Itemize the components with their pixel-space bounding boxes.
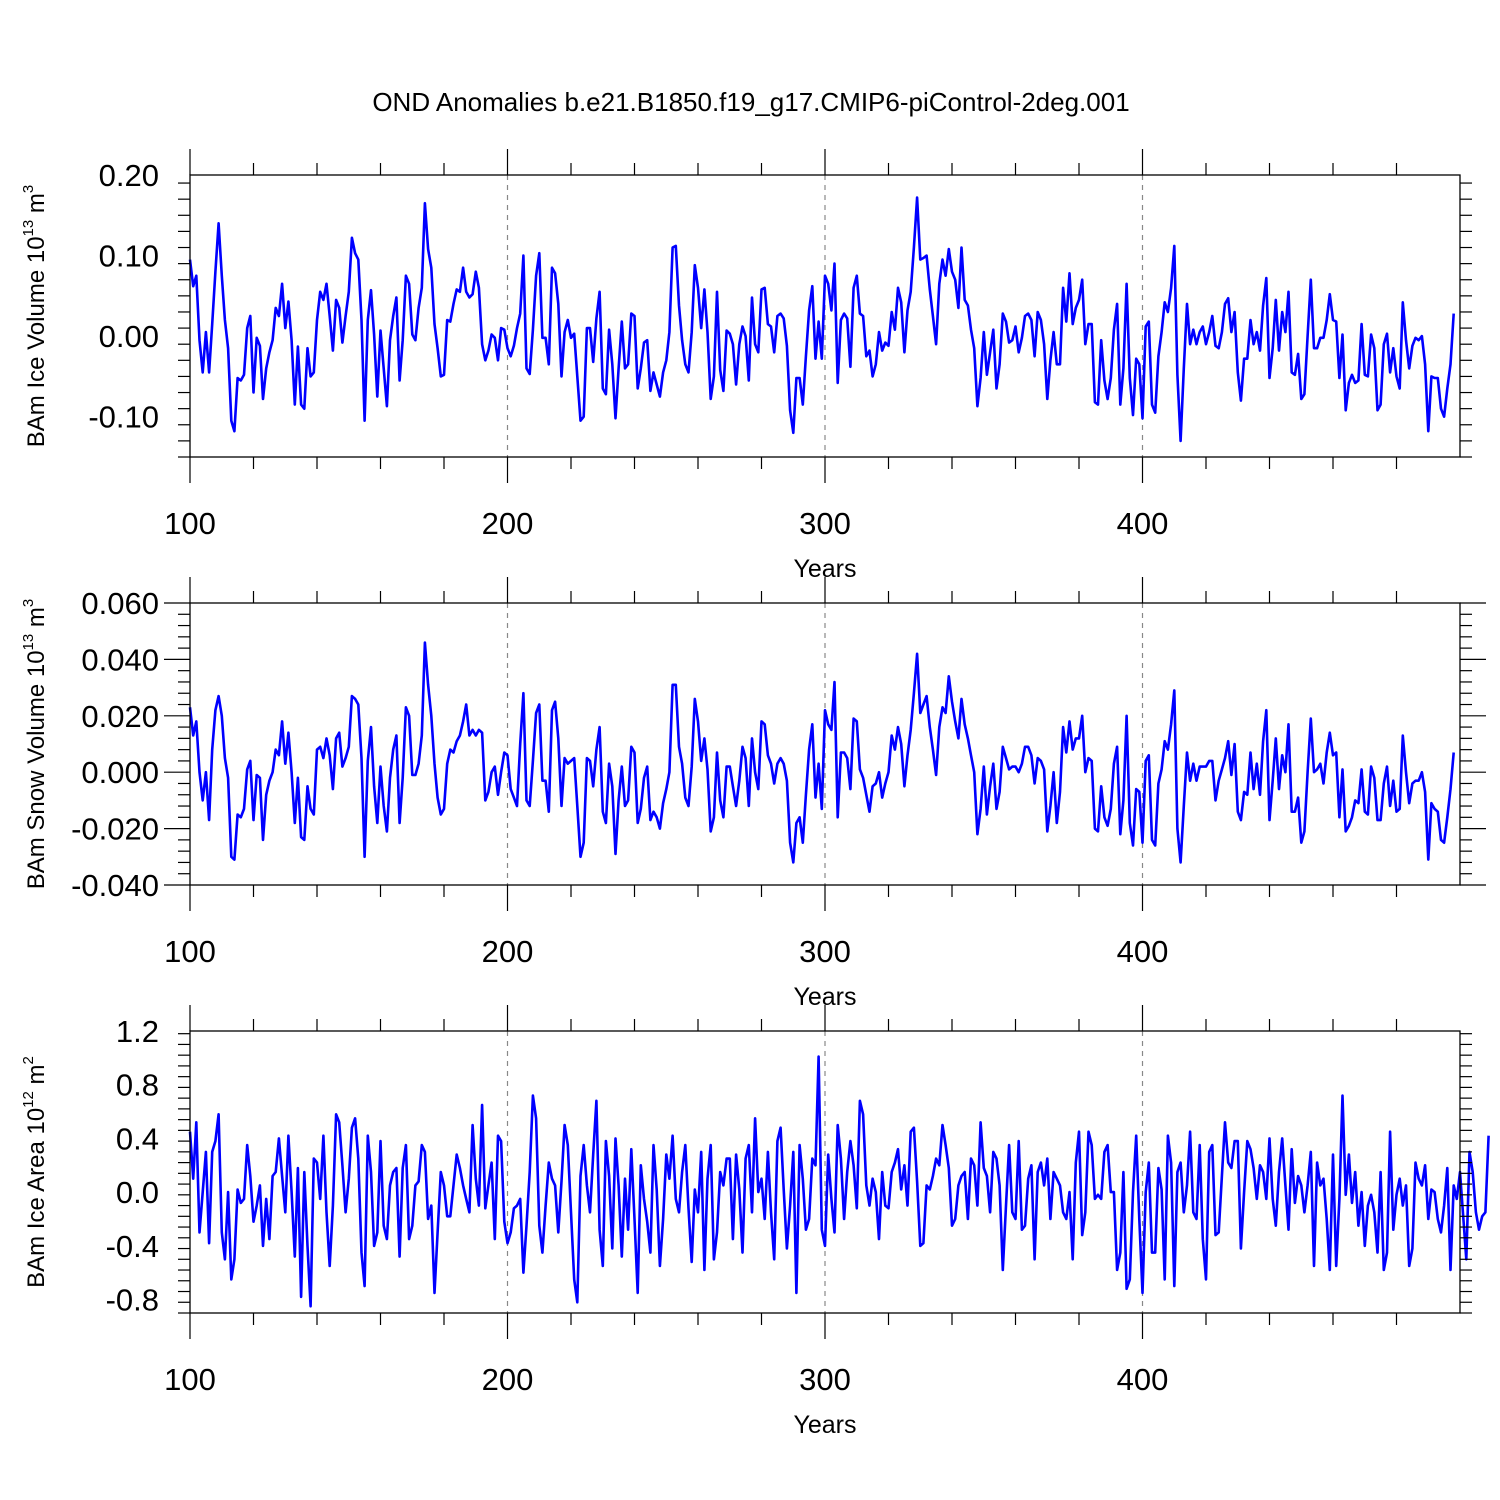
y-tick-label: 0.000 (81, 755, 159, 790)
y-tick-label: 0.20 (99, 158, 159, 193)
panels-group: 0.20 0.10 0.00 -0.10 100 200 300 400 Years BAm Ic… (20, 149, 1490, 1439)
series-line (188, 1055, 1490, 1308)
y-tick-label: 0.4 (116, 1121, 159, 1156)
y-tick-label: 0.10 (99, 239, 159, 274)
x-tick-label: 200 (482, 506, 534, 541)
y-tick-label: 0.00 (99, 319, 159, 354)
x-tick-label: 400 (1117, 506, 1169, 541)
x-tick-label: 400 (1117, 934, 1169, 969)
y-tick-label: 0.8 (116, 1068, 159, 1103)
x-tick-label: 300 (799, 1362, 851, 1397)
y-tick-label: 0.0 (116, 1175, 159, 1210)
y-tick-label: -0.040 (71, 868, 159, 903)
y-axis-label: BAm Snow Volume 1013 m3 (20, 599, 50, 890)
x-tick-label: 300 (799, 506, 851, 541)
y-tick-label: 0.060 (81, 586, 159, 621)
y-tick-label: 1.2 (116, 1014, 159, 1049)
x-tick-label: 200 (482, 1362, 534, 1397)
x-tick-label: 400 (1117, 1362, 1169, 1397)
x-axis-label: Years (793, 1411, 856, 1439)
y-tick-label: -0.020 (71, 812, 159, 847)
series-line (188, 641, 1455, 864)
figure-title: OND Anomalies b.e21.B1850.f19_g17.CMIP6-… (372, 87, 1129, 117)
y-tick-label: 0.040 (81, 642, 159, 677)
y-tick-label: -0.10 (88, 400, 159, 435)
series-line (188, 196, 1455, 443)
x-tick-label: 100 (164, 506, 216, 541)
y-tick-label: -0.4 (106, 1229, 159, 1264)
x-tick-label: 300 (799, 934, 851, 969)
panel-3: 1.2 0.8 0.4 0.0 -0.4 -0.8 100 200 300 400 Years BAm… (20, 1005, 1490, 1439)
y-axis-label: BAm Ice Area 1012 m2 (20, 1056, 50, 1288)
y-tick-label: -0.8 (106, 1283, 159, 1318)
x-tick-label: 100 (164, 934, 216, 969)
y-tick-label: 0.020 (81, 699, 159, 734)
y-axis-label: BAm Ice Volume 1013 m3 (20, 185, 50, 447)
x-tick-label: 100 (164, 1362, 216, 1397)
x-tick-label: 200 (482, 934, 534, 969)
